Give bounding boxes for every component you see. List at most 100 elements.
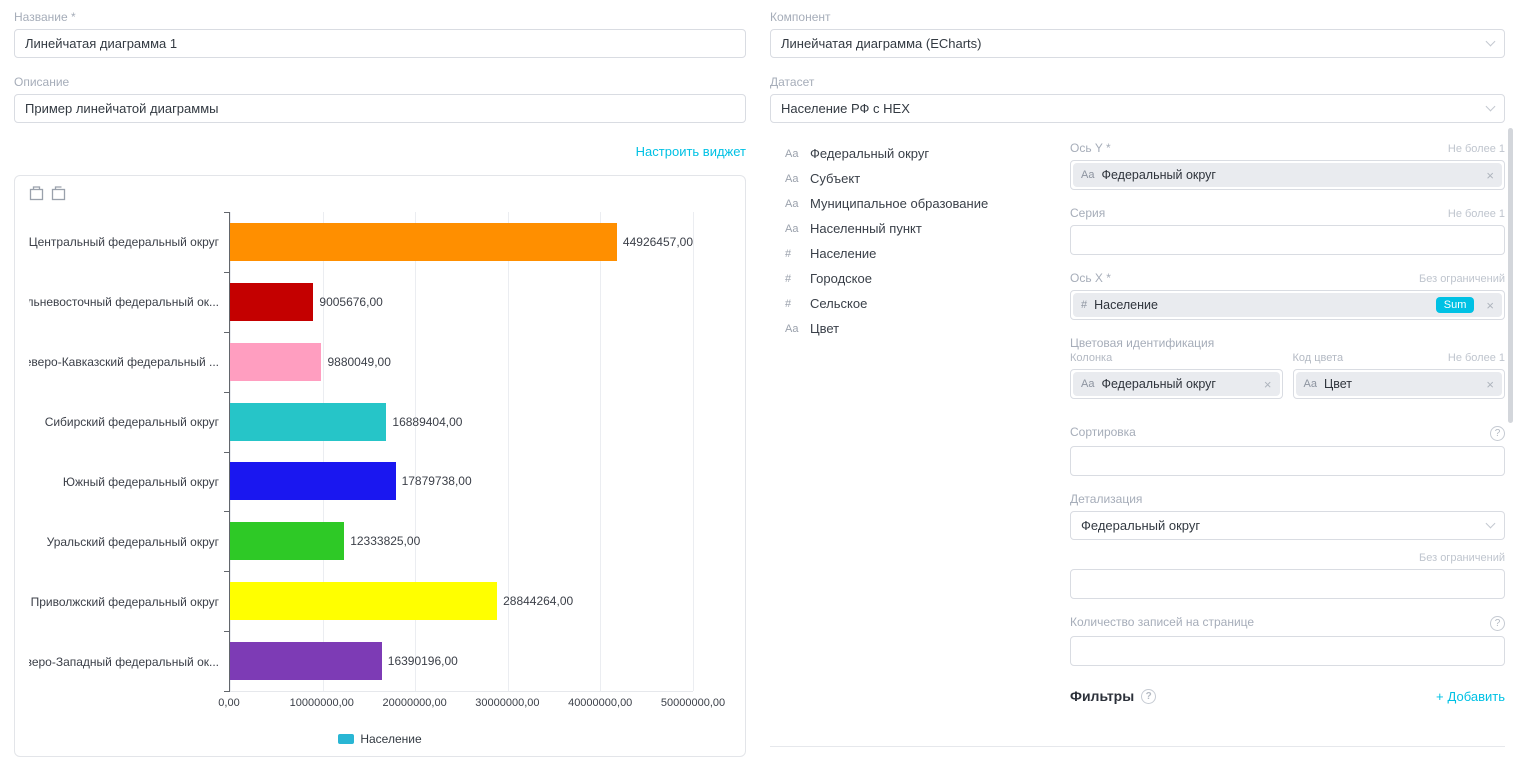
bar-value-label: 17879738,00	[401, 474, 472, 489]
sorting-label: Сортировка	[1070, 425, 1136, 439]
save-image-icon[interactable]	[29, 186, 44, 202]
dataset-field[interactable]: # Городское	[785, 266, 1070, 291]
data-view-icon[interactable]	[51, 186, 66, 202]
field-type-icon: Aa	[785, 147, 799, 160]
bar[interactable]	[230, 462, 396, 501]
chart-toolbox	[29, 186, 731, 202]
chart-legend[interactable]: Население	[29, 732, 731, 746]
axis-y-chip-label: Федеральный округ	[1101, 168, 1216, 182]
y-axis-tickmark	[224, 451, 230, 453]
color-column-chip[interactable]: Aa Федеральный округ ×	[1073, 372, 1280, 396]
series-hint: Не более 1	[1447, 208, 1505, 220]
help-icon[interactable]: ?	[1141, 688, 1157, 704]
bar[interactable]	[230, 642, 382, 681]
component-select-value: Линейчатая диаграмма (ECharts)	[781, 36, 982, 51]
color-code-chip-label: Цвет	[1323, 377, 1352, 391]
field-type-icon: #	[1081, 299, 1088, 311]
axis-x-dropzone[interactable]: # Население Sum ×	[1070, 290, 1505, 320]
remove-icon[interactable]: ×	[1486, 297, 1494, 313]
y-axis-label: Центральный федеральный округ	[29, 235, 219, 249]
component-select[interactable]: Линейчатая диаграмма (ECharts)	[770, 29, 1505, 58]
gridline	[600, 212, 602, 691]
bar[interactable]	[230, 402, 387, 441]
color-code-dropzone[interactable]: Aa Цвет ×	[1292, 369, 1505, 399]
dataset-field[interactable]: # Сельское	[785, 291, 1070, 316]
chart-bars: 44926457,00 9005676,00 9880049,00 16889404,…	[230, 212, 693, 691]
page-size-input[interactable]	[1070, 636, 1505, 666]
field-label: Субъект	[810, 171, 861, 186]
limit-dropzone[interactable]	[1070, 569, 1505, 599]
remove-icon[interactable]: ×	[1486, 167, 1494, 183]
dataset-field[interactable]: Aa Субъект	[785, 166, 1070, 191]
field-type-icon: #	[785, 247, 792, 260]
axis-x-chip[interactable]: # Население Sum ×	[1073, 293, 1502, 317]
dataset-field[interactable]: Aa Цвет	[785, 316, 1070, 341]
x-axis-tick-label: 20000000,00	[382, 697, 447, 709]
remove-icon[interactable]: ×	[1486, 376, 1494, 392]
bar-row: 44926457,00	[230, 212, 693, 272]
field-label: Федеральный округ	[810, 146, 930, 161]
dataset-field[interactable]: Aa Муниципальное образование	[785, 191, 1070, 216]
description-label: Описание	[14, 75, 70, 89]
y-axis-tickmark	[224, 331, 230, 333]
sorting-dropzone[interactable]	[1070, 446, 1505, 476]
field-label: Муниципальное образование	[810, 196, 989, 211]
description-input[interactable]	[14, 94, 746, 123]
bar[interactable]	[230, 282, 314, 321]
bar-row: 28844264,00	[230, 571, 693, 631]
color-column-dropzone[interactable]: Aa Федеральный округ ×	[1070, 369, 1283, 399]
gridline	[322, 212, 324, 691]
widget-editor-left-pane: Название * Описание Настроить виджет Цен…	[14, 10, 746, 757]
x-axis-tick-label: 40000000,00	[568, 697, 633, 709]
y-axis-tickmark	[224, 271, 230, 273]
bar-row: 9880049,00	[230, 332, 693, 392]
y-axis-tickmark	[224, 631, 230, 633]
detail-select[interactable]: Федеральный округ	[1070, 511, 1505, 540]
help-icon[interactable]: ?	[1490, 616, 1505, 631]
detail-select-value: Федеральный округ	[1081, 518, 1201, 533]
axis-y-dropzone[interactable]: Aa Федеральный округ ×	[1070, 160, 1505, 190]
legend-label: Население	[360, 732, 422, 746]
gridline	[415, 212, 417, 691]
field-type-icon: Aa	[785, 172, 799, 185]
field-type-icon: Aa	[785, 322, 799, 335]
dataset-field[interactable]: Aa Федеральный округ	[785, 141, 1070, 166]
help-icon[interactable]: ?	[1490, 426, 1505, 441]
bar-value-label: 16390196,00	[387, 654, 458, 669]
bar-chart: Центральный федеральный округ Дальневосто…	[29, 212, 731, 692]
bar[interactable]	[230, 342, 322, 381]
dataset-field[interactable]: # Население	[785, 241, 1070, 266]
bar-value-label: 16889404,00	[392, 414, 463, 429]
aggregation-badge[interactable]: Sum	[1435, 297, 1475, 313]
axis-y-label: Ось Y *	[1070, 141, 1111, 155]
name-input[interactable]	[14, 29, 746, 58]
bar[interactable]	[230, 222, 617, 261]
add-filter-button[interactable]: + Добавить	[1436, 689, 1505, 704]
series-dropzone[interactable]	[1070, 225, 1505, 255]
color-code-chip[interactable]: Aa Цвет ×	[1295, 372, 1502, 396]
y-axis-tickmark	[224, 511, 230, 513]
field-label: Населенный пункт	[810, 221, 922, 236]
remove-icon[interactable]: ×	[1263, 376, 1272, 392]
field-type-icon: Aa	[785, 222, 799, 235]
configure-widget-link[interactable]: Настроить виджет	[635, 144, 746, 159]
axis-x-hint: Без ограничений	[1419, 273, 1505, 285]
limit-hint: Без ограничений	[1419, 552, 1505, 564]
field-type-icon: Aa	[1081, 378, 1095, 390]
axis-y-hint: Не более 1	[1447, 143, 1505, 155]
y-axis-labels: Центральный федеральный округ Дальневосто…	[29, 212, 229, 692]
legend-swatch	[338, 734, 355, 744]
axis-y-chip[interactable]: Aa Федеральный округ ×	[1073, 163, 1502, 187]
y-axis-label: Южный федеральный округ	[62, 475, 219, 489]
bar[interactable]	[230, 522, 345, 561]
scrollbar[interactable]	[1508, 128, 1513, 423]
y-axis-tickmark	[224, 212, 230, 213]
component-label: Компонент	[770, 10, 831, 24]
field-type-icon: Aa	[1303, 378, 1317, 390]
bar[interactable]	[230, 582, 498, 621]
y-axis-tickmark	[224, 571, 230, 573]
bar-value-label: 28844264,00	[503, 594, 574, 609]
dataset-field[interactable]: Aa Населенный пункт	[785, 216, 1070, 241]
dataset-select[interactable]: Население РФ с HEX	[770, 94, 1505, 123]
plus-icon: +	[1435, 688, 1444, 704]
